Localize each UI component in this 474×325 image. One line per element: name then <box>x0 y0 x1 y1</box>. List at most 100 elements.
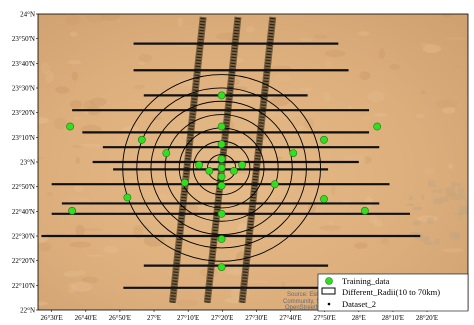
attribution-line-1: Source: Esri, <box>287 292 322 298</box>
basemap-patch <box>182 204 199 214</box>
attribution-line-3: OpenStreetMa <box>285 305 325 311</box>
basemap-patch <box>313 34 328 39</box>
basemap-patch <box>73 116 80 121</box>
basemap-patch <box>127 99 147 104</box>
basemap-patch <box>71 71 79 81</box>
basemap-rock-patch <box>454 193 466 200</box>
lat-tick-label: 23°40'N <box>12 60 35 68</box>
basemap-patch <box>81 276 99 284</box>
basemap-patch <box>151 116 162 121</box>
lon-tick-label: 27°20'E <box>211 314 233 322</box>
basemap-patch <box>421 90 426 95</box>
lon-tick-label: 28°E <box>352 314 366 322</box>
basemap-patch <box>311 287 318 297</box>
basemap-patch <box>247 280 271 283</box>
lon-tick-label: 27°10'E <box>177 314 199 322</box>
basemap-patch <box>357 31 370 37</box>
training-point <box>68 206 76 215</box>
basemap-patch <box>177 79 196 87</box>
training-point <box>238 161 246 169</box>
basemap-patch <box>63 271 80 278</box>
satellite-track <box>238 16 277 303</box>
basemap-patch <box>441 14 452 18</box>
basemap-patch <box>82 228 104 231</box>
basemap-patch <box>177 299 198 308</box>
basemap-rock-patch <box>459 212 463 219</box>
basemap-patch <box>325 60 334 68</box>
lat-tick-label: 23°50'N <box>12 35 35 43</box>
lat-tick-label: 23°N <box>20 159 35 167</box>
basemap-patch <box>274 73 291 83</box>
basemap-patch <box>83 100 96 112</box>
basemap-patch <box>38 157 45 160</box>
longitude-ticks: 26°30'E 26°40'E 26°50'E 27°E 27°10'E 27°20'E 2… <box>40 310 438 322</box>
latitude-ticks: 24°N 23°50'N 23°40'N 23°30'N 23°20'N 23°10'N 2… <box>12 11 38 315</box>
training-point <box>217 140 226 149</box>
basemap-patch <box>86 254 105 257</box>
basemap-patch <box>177 17 183 27</box>
basemap-patch <box>77 269 86 276</box>
training-point <box>205 166 214 175</box>
attribution-line-2: Community, Sou <box>283 299 327 305</box>
basemap-patch <box>55 86 70 94</box>
basemap-rock-patch <box>412 206 422 211</box>
basemap-rock-patch <box>421 194 425 200</box>
basemap-rock-patch <box>459 209 468 215</box>
basemap-rock-patch <box>453 212 460 215</box>
basemap-patch <box>65 15 81 26</box>
lon-tick-label: 28°10'E <box>382 314 404 322</box>
basemap-patch <box>67 282 77 294</box>
basemap-patch <box>361 116 372 120</box>
basemap-rock-patch <box>451 182 455 189</box>
lon-tick-label: 26°40'E <box>75 314 97 322</box>
lat-tick-label: 23°10'N <box>12 134 35 142</box>
lon-tick-label: 27°30'E <box>245 314 267 322</box>
basemap-patch <box>442 106 456 114</box>
basemap-patch <box>299 87 313 92</box>
basemap-patch <box>69 100 83 109</box>
basemap-patch <box>378 48 386 59</box>
lat-tick-label: 23°30'N <box>12 85 35 93</box>
basemap-patch <box>353 242 368 249</box>
lon-tick-label: 26°50'E <box>109 314 131 322</box>
training-point <box>360 206 369 215</box>
basemap-patch <box>89 97 107 107</box>
basemap-patch <box>75 224 85 237</box>
basemap-patch <box>155 194 171 201</box>
basemap-patch <box>73 184 84 193</box>
lat-tick-label: 23°20'N <box>12 109 35 117</box>
training-point <box>180 178 189 187</box>
basemap-patch <box>103 245 119 254</box>
basemap-patch <box>71 144 84 148</box>
basemap-rock-patch <box>434 239 440 245</box>
basemap-patch <box>69 31 78 37</box>
basemap-patch <box>330 185 336 196</box>
legend-training-label: Training_data <box>342 276 390 286</box>
radius-circle <box>150 100 293 236</box>
basemap-patch <box>389 63 401 70</box>
lat-tick-label: 22°30'N <box>12 233 35 241</box>
legend-dataset-icon <box>327 302 331 306</box>
basemap-rock-patch <box>450 197 461 200</box>
basemap-patch <box>319 225 342 231</box>
training-point <box>270 180 279 189</box>
training-point <box>373 122 382 131</box>
basemap-patch <box>422 44 441 54</box>
basemap-patch <box>40 62 51 75</box>
basemap-patch <box>269 106 277 117</box>
training-point <box>217 122 226 131</box>
attribution: Source: Esri, Community, Sou OpenStreetM… <box>283 292 327 311</box>
basemap-patch <box>46 192 54 197</box>
lon-tick-label: 27°40'E <box>279 314 301 322</box>
basemap-rock-patch <box>413 221 418 225</box>
basemap-patch <box>419 42 432 48</box>
radius-circle <box>122 74 321 262</box>
training-point <box>217 209 226 218</box>
training-point <box>217 163 226 172</box>
training-point <box>289 149 298 157</box>
basemap-rock-patch <box>457 187 465 194</box>
basemap-patch <box>133 84 145 90</box>
legend-radii-icon <box>321 287 336 295</box>
training-point <box>217 263 226 271</box>
